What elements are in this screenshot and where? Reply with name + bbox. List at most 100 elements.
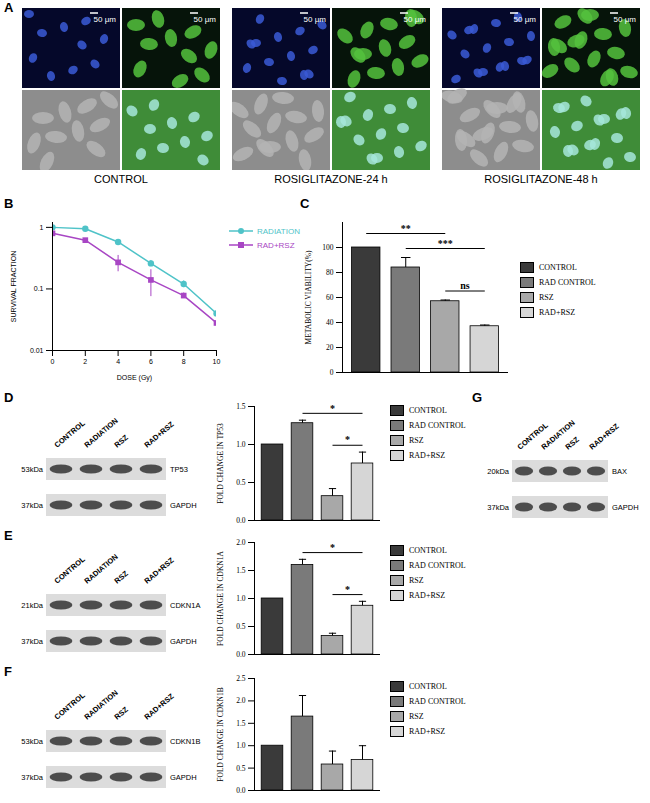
svg-text:50 μm: 50 μm: [514, 15, 537, 24]
svg-text:0.01: 0.01: [30, 347, 44, 354]
svg-text:10: 10: [213, 358, 221, 365]
svg-text:TP53: TP53: [170, 465, 188, 474]
svg-text:RADIATION: RADIATION: [82, 552, 120, 586]
svg-text:0: 0: [51, 358, 55, 365]
svg-text:80: 80: [326, 268, 334, 277]
svg-text:RSZ: RSZ: [113, 433, 131, 450]
svg-text:*: *: [330, 403, 335, 414]
html-text:ROSIGLITAZONE-24 h: ROSIGLITAZONE-24 h: [274, 173, 388, 185]
html-text:RAD+RSZ: RAD+RSZ: [409, 451, 446, 460]
svg-text:50 μm: 50 μm: [304, 15, 327, 24]
svg-text:1.0: 1.0: [236, 440, 246, 449]
svg-text:1.0: 1.0: [236, 741, 246, 750]
html-text:C: C: [300, 196, 310, 211]
html-text:CONTROL: CONTROL: [409, 546, 447, 555]
svg-text:GAPDH: GAPDH: [612, 503, 639, 512]
html-text:D: D: [4, 390, 14, 405]
svg-text:RAD+RSZ: RAD+RSZ: [143, 691, 176, 721]
svg-text:6: 6: [149, 358, 153, 365]
svg-text:0.0: 0.0: [236, 786, 246, 795]
svg-text:RAD+RSZ: RAD+RSZ: [143, 555, 176, 585]
svg-text:GAPDH: GAPDH: [170, 637, 197, 646]
svg-text:DOSE (Gy): DOSE (Gy): [117, 374, 152, 382]
svg-text:37kDa: 37kDa: [21, 637, 44, 646]
svg-text:RAD+RSZ: RAD+RSZ: [143, 419, 176, 449]
svg-text:RADIATION: RADIATION: [539, 418, 577, 452]
svg-text:CONTROL: CONTROL: [53, 555, 88, 586]
html-text:RAD+RSZ: RAD+RSZ: [257, 240, 295, 250]
html-text:RAD+RSZ: RAD+RSZ: [539, 308, 576, 317]
svg-text:50 μm: 50 μm: [194, 15, 217, 24]
html-text:B: B: [4, 196, 14, 211]
svg-text:METABOLIC VIABILITY(%): METABOLIC VIABILITY(%): [304, 250, 313, 345]
svg-text:50 μm: 50 μm: [614, 15, 637, 24]
svg-text:0.0: 0.0: [236, 516, 246, 525]
svg-text:37kDa: 37kDa: [487, 503, 510, 512]
svg-text:CDKN1B: CDKN1B: [170, 737, 200, 746]
svg-text:53kDa: 53kDa: [21, 737, 44, 746]
svg-text:1.5: 1.5: [236, 719, 246, 728]
svg-text:50 μm: 50 μm: [404, 15, 427, 24]
svg-text:*: *: [345, 434, 350, 445]
svg-text:RADIATION: RADIATION: [82, 416, 120, 450]
svg-text:SURVIVAL FRACTION: SURVIVAL FRACTION: [10, 251, 17, 322]
html-text:RAD CONTROL: RAD CONTROL: [409, 421, 466, 430]
html-text:CONTROL: CONTROL: [539, 263, 577, 272]
svg-text:RSZ: RSZ: [113, 569, 131, 586]
svg-text:100: 100: [322, 243, 334, 252]
svg-text:20kDa: 20kDa: [487, 467, 510, 476]
svg-text:0.5: 0.5: [236, 478, 246, 487]
svg-text:50 μm: 50 μm: [94, 15, 117, 24]
html-text:RSZ: RSZ: [409, 436, 424, 445]
svg-text:CONTROL: CONTROL: [53, 691, 88, 722]
html-text:CONTROL: CONTROL: [409, 406, 447, 415]
svg-text:RSZ: RSZ: [564, 435, 582, 452]
svg-text:37kDa: 37kDa: [21, 501, 44, 510]
svg-text:CONTROL: CONTROL: [53, 419, 88, 450]
svg-text:*: *: [330, 542, 335, 553]
svg-text:1.0: 1.0: [236, 594, 246, 603]
svg-text:20: 20: [326, 343, 334, 352]
html-text:RAD CONTROL: RAD CONTROL: [539, 278, 596, 287]
svg-text:8: 8: [182, 358, 186, 365]
svg-text:RADIATION: RADIATION: [82, 688, 120, 722]
html-text:A: A: [4, 0, 14, 15]
svg-text:0.0: 0.0: [236, 650, 246, 659]
html-text:RADIATION: RADIATION: [257, 226, 300, 236]
svg-text:1.5: 1.5: [236, 402, 246, 411]
svg-text:1: 1: [40, 224, 44, 231]
svg-text:0.1: 0.1: [34, 285, 44, 292]
svg-text:***: ***: [438, 238, 453, 249]
svg-text:RAD+RSZ: RAD+RSZ: [588, 421, 621, 451]
svg-text:37kDa: 37kDa: [21, 773, 44, 782]
svg-text:BAX: BAX: [612, 467, 627, 476]
svg-text:0.5: 0.5: [236, 622, 246, 631]
svg-text:GAPDH: GAPDH: [170, 773, 197, 782]
svg-text:FOLD CHANGE IN CDKN1B: FOLD CHANGE IN CDKN1B: [216, 687, 225, 781]
svg-text:53kDa: 53kDa: [21, 465, 44, 474]
svg-text:RSZ: RSZ: [113, 705, 131, 722]
html-text:ROSIGLITAZONE-48 h: ROSIGLITAZONE-48 h: [484, 173, 598, 185]
svg-text:**: **: [401, 223, 411, 234]
svg-text:40: 40: [326, 318, 334, 327]
svg-text:2: 2: [83, 358, 87, 365]
svg-text:*: *: [345, 584, 350, 595]
svg-text:2.0: 2.0: [236, 538, 246, 547]
svg-text:0.5: 0.5: [236, 764, 246, 773]
svg-text:4: 4: [116, 358, 120, 365]
svg-text:CDKN1A: CDKN1A: [170, 601, 200, 610]
svg-text:21kDa: 21kDa: [21, 601, 44, 610]
svg-text:0: 0: [330, 368, 334, 377]
html-text:RSZ: RSZ: [539, 293, 554, 302]
html-text:CONTROL: CONTROL: [94, 173, 148, 185]
svg-text:FOLD CHANGE IN TP53: FOLD CHANGE IN TP53: [216, 423, 225, 504]
html-text:G: G: [472, 390, 483, 405]
svg-text:2.0: 2.0: [236, 696, 246, 705]
svg-text:2.5: 2.5: [236, 674, 246, 683]
svg-text:60: 60: [326, 293, 334, 302]
svg-text:GAPDH: GAPDH: [170, 501, 197, 510]
svg-text:1.5: 1.5: [236, 566, 246, 575]
svg-text:FOLD CHANGE IN CDKN1A: FOLD CHANGE IN CDKN1A: [216, 551, 225, 646]
svg-text:ns: ns: [460, 280, 470, 291]
svg-text:CONTROL: CONTROL: [515, 420, 550, 452]
